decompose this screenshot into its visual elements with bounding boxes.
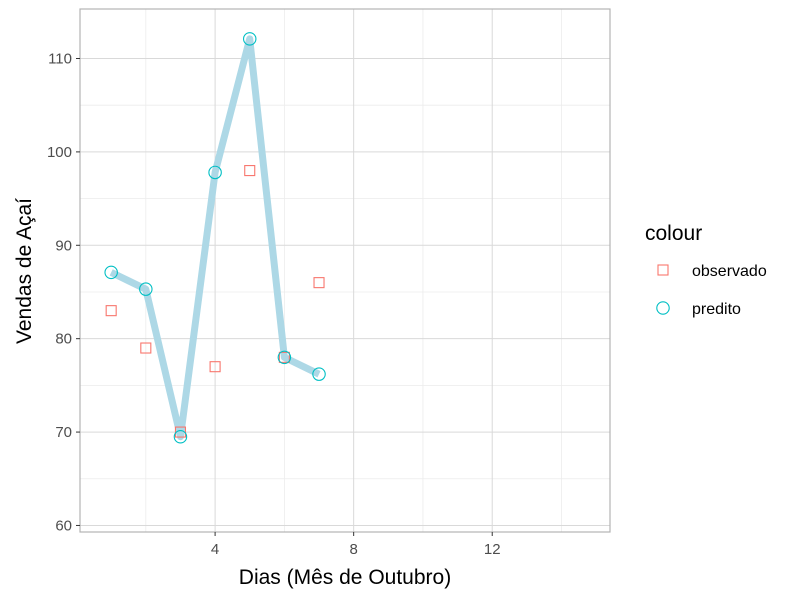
y-tick-label: 90 — [55, 237, 72, 254]
grid-major — [80, 9, 610, 532]
x-tick-label: 12 — [484, 541, 501, 558]
panel-border — [79, 8, 611, 533]
predicted-point — [312, 367, 326, 381]
y-tick-label: 110 — [48, 50, 72, 67]
predicted-point — [242, 32, 257, 46]
observed-point — [278, 351, 290, 363]
legend-title: colour — [645, 222, 702, 245]
legend-items: observado predito — [656, 263, 767, 318]
x-tick-labels: 4 8 12 — [211, 541, 501, 558]
legend-key-observado — [657, 264, 669, 276]
observed-point — [313, 277, 325, 289]
predicted-point — [277, 350, 292, 365]
predicted-point — [104, 265, 118, 280]
y-tick-label: 80 — [55, 331, 72, 348]
predicted-line — [109, 35, 321, 441]
predicted-point — [173, 429, 188, 444]
legend-label: observado — [692, 263, 767, 280]
predicted-point — [208, 165, 222, 180]
y-tick-label: 70 — [55, 424, 72, 441]
legend-label: predito — [692, 301, 741, 318]
observed-point — [244, 165, 256, 177]
predicted-point — [139, 282, 153, 296]
observed-point — [209, 361, 221, 373]
observed-point — [174, 426, 187, 438]
legend-key-predito — [656, 301, 670, 315]
y-tick-labels: 60 70 80 90 100 110 — [47, 50, 72, 534]
observed-point — [105, 305, 117, 317]
y-axis-title: Vendas de Açaí — [13, 198, 36, 344]
y-tick-label: 60 — [55, 517, 72, 534]
observed-points — [105, 165, 325, 438]
x-tick-label: 8 — [349, 541, 357, 558]
axis-ticks — [76, 57, 493, 536]
legend: colour observado predito — [645, 222, 767, 318]
x-tick-label: 4 — [211, 541, 219, 558]
observed-point — [140, 342, 152, 354]
y-tick-label: 100 — [47, 144, 72, 161]
x-axis-title: Dias (Mês de Outubro) — [239, 566, 451, 589]
predicted-points — [104, 32, 326, 444]
